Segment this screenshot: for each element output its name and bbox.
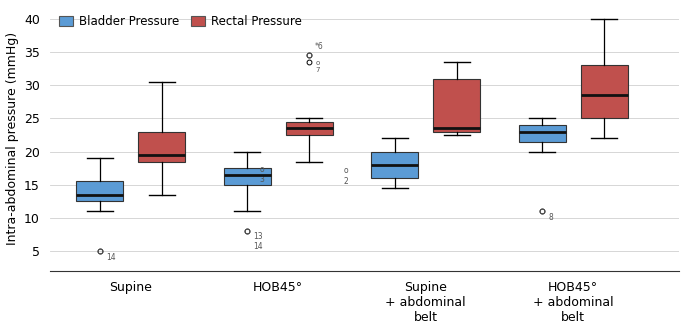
Bar — [519, 125, 566, 142]
Bar — [433, 79, 480, 132]
Y-axis label: Intra-abdominal pressure (mmHg): Intra-abdominal pressure (mmHg) — [5, 32, 18, 245]
Bar — [371, 151, 419, 178]
Text: o
3: o 3 — [260, 165, 264, 184]
Bar — [286, 122, 333, 135]
Bar — [76, 182, 123, 201]
Text: o
2: o 2 — [344, 166, 349, 185]
Bar — [581, 65, 628, 118]
Text: o
7: o 7 — [315, 60, 320, 73]
Bar — [224, 168, 271, 185]
Legend: Bladder Pressure, Rectal Pressure: Bladder Pressure, Rectal Pressure — [55, 12, 306, 32]
Text: 13
14: 13 14 — [253, 232, 263, 251]
Text: *6: *6 — [315, 42, 324, 51]
Text: 14: 14 — [105, 253, 115, 262]
Text: 8: 8 — [548, 213, 553, 222]
Bar — [138, 132, 186, 161]
